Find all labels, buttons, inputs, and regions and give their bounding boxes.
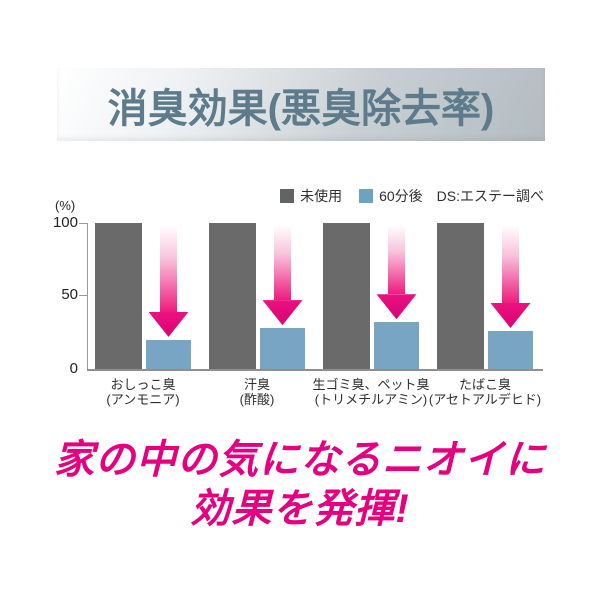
category-chemical: (トリメチルアミン) [314, 392, 428, 408]
category-label: 汗臭 (酢酸) [209, 377, 305, 408]
decrease-arrow-icon [148, 225, 189, 337]
arrow-shaft [388, 225, 405, 295]
x-axis-line [87, 369, 543, 371]
bar-group [437, 223, 533, 369]
category-name: たばこ臭 [458, 377, 511, 392]
legend-items: 未使用 60分後 [280, 186, 423, 206]
chart-legend: 未使用 60分後 DS:エステー調べ [88, 186, 544, 206]
arrow-shaft [160, 225, 177, 312]
category-label: おしっこ臭 (アンモニア) [95, 377, 191, 408]
category-name: 生ゴミ臭、ペット臭 [312, 377, 430, 392]
y-tick-label-50: 50 [61, 286, 78, 303]
y-tick-mark-100 [79, 223, 87, 224]
category-name: おしっこ臭 [110, 377, 176, 392]
arrow-shaft [274, 225, 291, 301]
arrow-shaft [502, 225, 519, 304]
legend-swatch [359, 189, 374, 203]
page-title: 消臭効果(悪臭除去率) [107, 86, 495, 131]
bar-60min [146, 339, 191, 369]
decrease-arrow-icon [376, 225, 417, 320]
bar-60min [374, 322, 419, 369]
y-tick-label-0: 0 [69, 360, 78, 377]
arrow-head [376, 294, 417, 320]
tagline-line2: 効果を発揮! [190, 486, 410, 531]
bar-after-column [374, 223, 419, 369]
bar-group [209, 223, 305, 369]
tagline-line1: 家の中の気になるニオイに [54, 438, 546, 482]
category-label: 生ゴミ臭、ペット臭 (トリメチルアミン) [313, 377, 430, 408]
legend-note: DS:エステー調べ [436, 188, 544, 204]
decrease-arrow-icon [262, 225, 303, 326]
bar-unused [437, 223, 484, 369]
legend-label: 未使用 [300, 188, 343, 204]
y-tick-label-100: 100 [52, 214, 78, 231]
bar-60min [488, 331, 533, 369]
bar-60min [260, 328, 305, 369]
bar-after-column [260, 223, 305, 369]
category-name: 汗臭 [243, 377, 270, 392]
bar-group [323, 223, 419, 369]
plot-area [88, 223, 543, 369]
x-labels: おしっこ臭 (アンモニア) 汗臭 (酢酸) 生ゴミ臭、ペット臭 (トリメチルアミン) たばこ… [88, 377, 543, 408]
header-banner: 消臭効果(悪臭除去率) [57, 68, 545, 141]
tagline: 家の中の気になるニオイに 効果を発揮! [0, 436, 600, 534]
bar-unused [209, 223, 256, 369]
legend-item: 未使用 [280, 186, 342, 206]
bar-after-column [146, 223, 191, 369]
arrow-head [490, 303, 531, 329]
bar-after-column [488, 223, 533, 369]
legend-swatch [280, 189, 295, 203]
y-axis-line [87, 223, 88, 371]
y-axis-unit: (%) [55, 198, 76, 213]
bar-group [95, 223, 191, 369]
arrow-head [262, 300, 303, 326]
decrease-arrow-icon [490, 225, 531, 329]
category-chemical: (アンモニア) [106, 392, 180, 408]
arrow-head [148, 311, 189, 337]
category-label: たばこ臭 (アセトアルデヒド) [429, 377, 541, 408]
bar-unused [95, 223, 142, 369]
legend-item: 60分後 [359, 186, 423, 206]
legend-label: 60分後 [379, 188, 423, 204]
y-tick-mark-50 [79, 295, 87, 296]
category-chemical: (アセトアルデヒド) [428, 392, 542, 408]
category-chemical: (酢酸) [239, 392, 275, 408]
bar-unused [323, 223, 370, 369]
